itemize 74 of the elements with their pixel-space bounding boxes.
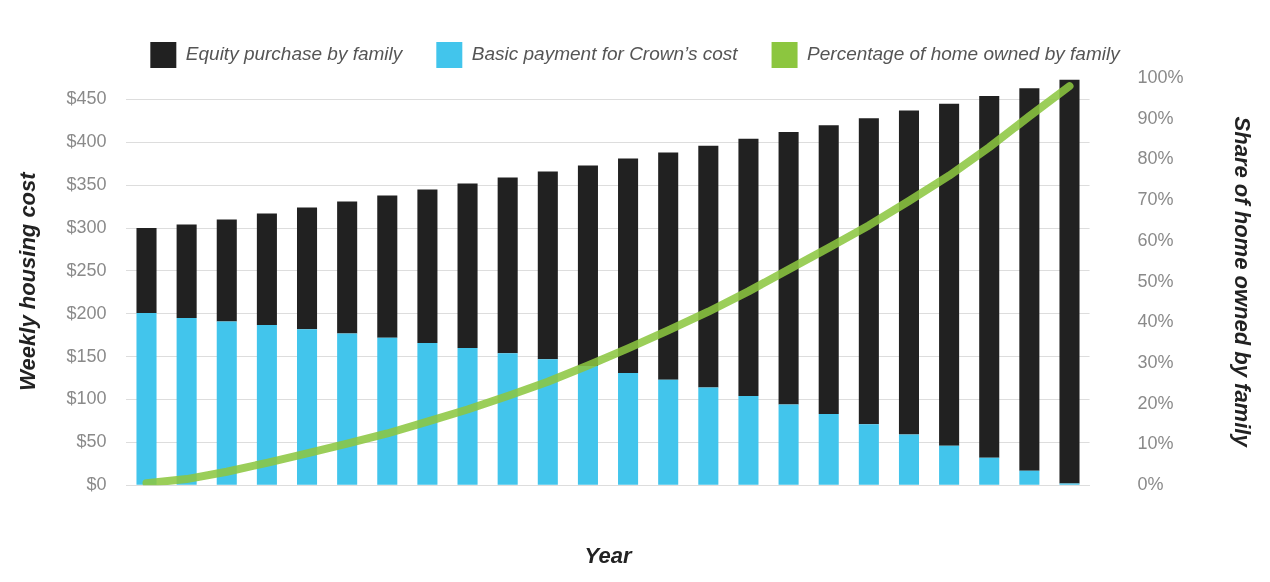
bar bbox=[216, 321, 237, 485]
y2-tick-label: 50% bbox=[1137, 270, 1174, 291]
bar bbox=[497, 353, 518, 485]
bar bbox=[577, 366, 598, 485]
bar bbox=[618, 372, 639, 485]
y2-tick-label: 20% bbox=[1137, 392, 1174, 413]
bar bbox=[658, 152, 679, 380]
bar bbox=[1019, 88, 1040, 471]
bar bbox=[858, 424, 879, 485]
y2-tick-label: 10% bbox=[1137, 433, 1174, 454]
bar bbox=[698, 387, 719, 485]
y2-tick-label: 60% bbox=[1137, 229, 1174, 250]
bar bbox=[898, 110, 920, 435]
y-tick-label: $100 bbox=[66, 388, 107, 409]
bar bbox=[457, 183, 478, 349]
y-tick-label: $250 bbox=[66, 259, 107, 280]
bar bbox=[738, 138, 759, 397]
bar bbox=[537, 359, 558, 485]
legend-label: Basic payment for Crown’s cost bbox=[471, 43, 739, 65]
bar bbox=[216, 219, 237, 322]
legend-label: Equity purchase by family bbox=[185, 43, 404, 65]
y-tick-label: $350 bbox=[66, 174, 107, 195]
bar bbox=[939, 103, 960, 446]
bar bbox=[417, 342, 438, 485]
y2-tick-label: 80% bbox=[1137, 148, 1174, 169]
bar bbox=[176, 318, 197, 485]
bar bbox=[537, 171, 558, 360]
y-tick-label: $50 bbox=[76, 431, 107, 452]
bar bbox=[417, 189, 438, 343]
y-tick-label: $300 bbox=[66, 216, 107, 237]
y2-tick-label: 30% bbox=[1137, 352, 1174, 373]
bar bbox=[898, 434, 920, 485]
bar bbox=[457, 348, 478, 485]
bar bbox=[337, 201, 358, 334]
bar bbox=[136, 228, 157, 313]
y-axis-title: Weekly housing cost bbox=[15, 170, 41, 391]
bar bbox=[778, 404, 799, 485]
bar bbox=[577, 165, 598, 367]
bar bbox=[297, 207, 318, 330]
bar bbox=[818, 414, 839, 485]
x-axis-title: Year bbox=[584, 542, 633, 568]
y-tick-label: $0 bbox=[86, 474, 107, 495]
bar bbox=[658, 379, 679, 485]
bar bbox=[618, 158, 639, 373]
bar bbox=[256, 324, 277, 485]
y2-tick-label: 0% bbox=[1137, 474, 1164, 495]
bar bbox=[1019, 470, 1040, 485]
y2-tick-label: 70% bbox=[1137, 189, 1174, 210]
bar bbox=[1059, 79, 1080, 484]
bar bbox=[979, 457, 1000, 485]
bar bbox=[337, 333, 358, 485]
legend-label: Percentage of home owned by family bbox=[807, 43, 1122, 65]
bar bbox=[698, 145, 719, 388]
y2-tick-label: 40% bbox=[1137, 311, 1174, 332]
y2-tick-label: 100% bbox=[1137, 66, 1184, 87]
bar bbox=[377, 195, 398, 338]
bar bbox=[297, 329, 318, 485]
bar bbox=[136, 312, 157, 485]
y-tick-label: $200 bbox=[66, 302, 107, 323]
y-tick-label: $450 bbox=[66, 88, 107, 109]
bar bbox=[939, 445, 960, 485]
y-tick-label: $150 bbox=[66, 345, 107, 366]
bar bbox=[497, 177, 518, 354]
bar bbox=[176, 224, 197, 319]
bar bbox=[979, 96, 1000, 458]
y-tick-label: $400 bbox=[66, 131, 107, 152]
bar bbox=[377, 337, 398, 485]
y2-tick-label: 90% bbox=[1137, 107, 1174, 128]
bar bbox=[256, 213, 277, 325]
bar bbox=[818, 125, 839, 415]
bar bbox=[778, 132, 799, 405]
bar bbox=[858, 118, 879, 425]
bar bbox=[738, 396, 759, 485]
y2-axis-title: Share of home owned by family bbox=[1229, 116, 1255, 449]
